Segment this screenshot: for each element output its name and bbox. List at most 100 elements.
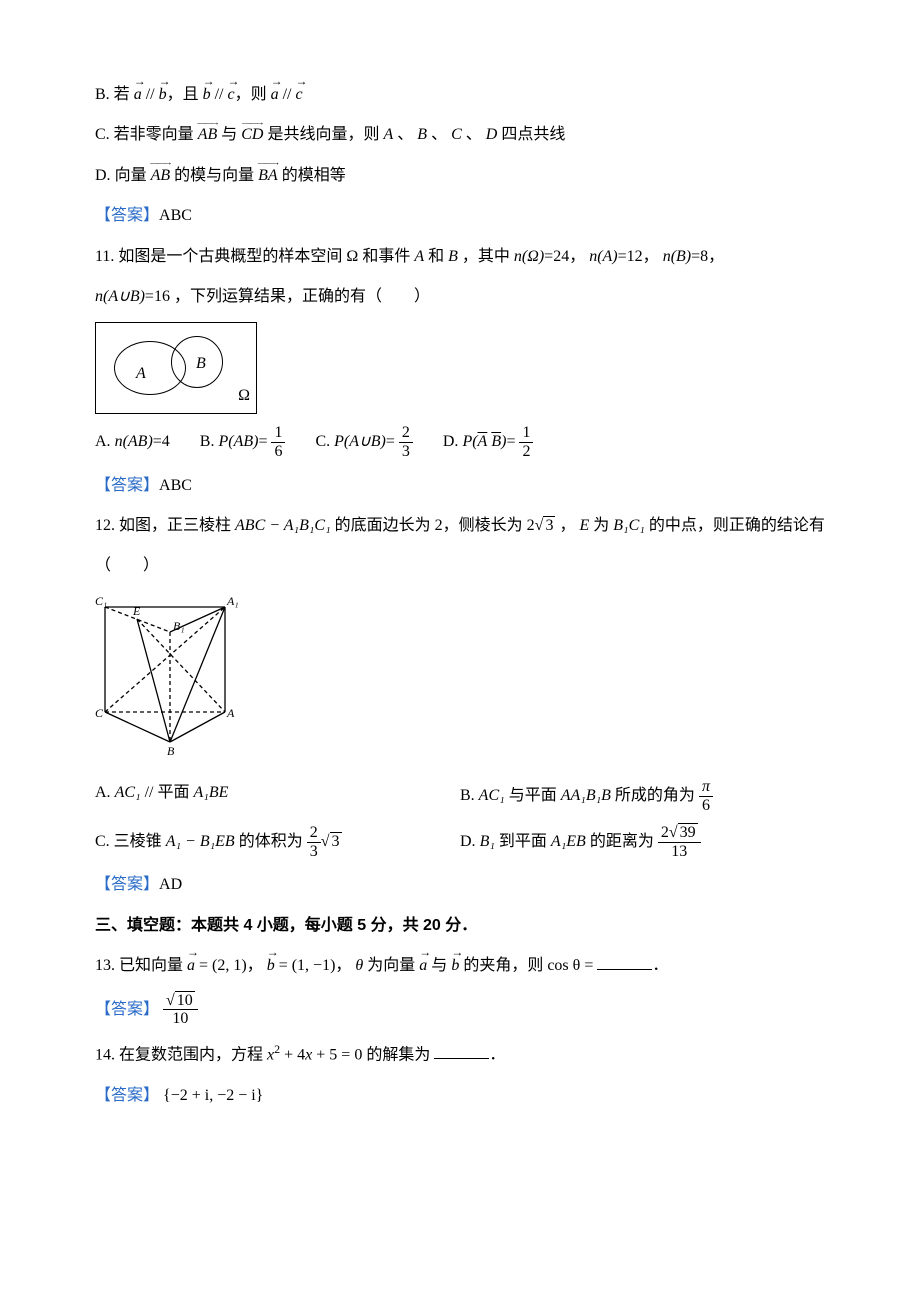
text: 的距离为 <box>590 833 654 850</box>
expr: n(A∪B) <box>95 288 145 305</box>
opt-label: A. <box>95 784 111 801</box>
text: 三棱锥 <box>114 833 162 850</box>
val: 16 <box>154 288 170 305</box>
expr: ABC − A₁B₁C₁ <box>235 517 331 534</box>
answer-value: ABC <box>159 477 192 494</box>
coef: 2 <box>527 517 535 534</box>
answer-label: 【答案】 <box>95 876 159 893</box>
opt-label: D. <box>95 167 111 184</box>
coef: 2 <box>661 824 669 841</box>
q10-option-d: D. 向量 AB 的模与向量 BA 的模相等 <box>95 161 825 191</box>
q11-opt-b: B. P(AB)= 16 <box>200 424 286 460</box>
rad: 3 <box>543 516 555 534</box>
pt: A <box>384 126 394 143</box>
eq: = <box>153 433 162 450</box>
eq: = <box>544 248 553 265</box>
den: 6 <box>699 797 713 815</box>
fill-blank <box>597 955 652 970</box>
num: 1 <box>519 424 533 443</box>
opt-label: B. <box>460 787 475 804</box>
den: 3 <box>399 443 413 461</box>
answer-label: 【答案】 <box>95 1087 159 1104</box>
text: 的体积为 <box>239 833 303 850</box>
opt-label: D. <box>460 833 476 850</box>
q11-opt-c: C. P(A∪B)= 23 <box>315 424 412 460</box>
opt-label: B. <box>200 433 215 450</box>
qnum: 11. <box>95 248 114 265</box>
val: 24 <box>553 248 569 265</box>
text: 四点共线 <box>501 126 565 143</box>
expr: A₁BE <box>193 784 228 801</box>
eq: = <box>258 433 267 450</box>
val: 12 <box>627 248 643 265</box>
rad: 10 <box>175 991 195 1009</box>
expr: AC₁ <box>479 787 505 804</box>
q12-opt-c: C. 三棱锥 A₁ − B₁EB 的体积为 23√3 <box>95 824 460 860</box>
paren-blank: （ ） <box>95 557 159 574</box>
text: 的模相等 <box>282 167 346 184</box>
lbl-c: C <box>95 706 104 720</box>
answer-value: ABC <box>159 207 192 224</box>
eq: = <box>618 248 627 265</box>
q11-stem: 11. 如图是一个古典概型的样本空间 Ω 和事件 A 和 B ，其中 n(Ω)=… <box>95 242 825 272</box>
fill-blank <box>434 1044 489 1059</box>
q11-answer: 【答案】ABC <box>95 471 825 501</box>
text: 为 <box>593 517 609 534</box>
sym: θ <box>355 957 363 974</box>
text: 是共线向量，则 <box>267 126 379 143</box>
answer-value: {−2 + i, −2 − i} <box>163 1087 263 1104</box>
text: 到平面 <box>499 833 547 850</box>
num: 2 <box>307 824 321 843</box>
rad: 39 <box>678 823 698 841</box>
sym: B <box>448 248 458 265</box>
den: 2 <box>519 443 533 461</box>
opt-label: B. <box>95 86 110 103</box>
expr: P(A∪B) <box>334 433 386 450</box>
opt-label: D. <box>443 433 459 450</box>
text: // 平面 <box>145 784 190 801</box>
q11-stem-2: n(A∪B)=16 ，下列运算结果，正确的有（ ） <box>95 282 825 312</box>
text: 的模与向量 <box>174 167 254 184</box>
text: 如图是一个古典概型的样本空间 <box>118 248 342 265</box>
q12-row1: A. AC₁ // 平面 A₁BE B. AC₁ 与平面 AA₁B₁B 所成的角… <box>95 778 825 814</box>
expr: P( <box>462 433 477 450</box>
venn-label-a: A <box>136 359 146 389</box>
text: 若非零向量 <box>114 126 194 143</box>
expr: n(Ω) <box>514 248 544 265</box>
q14-answer: 【答案】 {−2 + i, −2 − i} <box>95 1081 825 1111</box>
text: 为向量 <box>367 957 415 974</box>
expr: n(A) <box>589 248 617 265</box>
expr: n(B) <box>663 248 691 265</box>
lbl-b1: B₁ <box>173 619 185 633</box>
qnum: 13. <box>95 957 115 974</box>
qnum: 14. <box>95 1046 115 1063</box>
venn-label-omega: Ω <box>238 381 250 411</box>
lbl-e: E <box>132 604 141 618</box>
opt-label: C. <box>95 126 110 143</box>
qnum: 12. <box>95 517 115 534</box>
venn-label-b: B <box>196 349 206 379</box>
opt-label: C. <box>95 833 110 850</box>
expr: cos θ = <box>547 957 593 974</box>
q10-answer: 【答案】ABC <box>95 201 825 231</box>
q12-prism-diagram: C₁ A₁ B₁ E C A B <box>95 592 825 768</box>
eq: = <box>506 433 515 450</box>
text: ， <box>559 517 575 534</box>
q12-stem: 12. 如图，正三棱柱 ABC − A₁B₁C₁ 的底面边长为 2，侧棱长为 2… <box>95 511 825 541</box>
text: 与 <box>221 126 237 143</box>
den: 6 <box>271 443 285 461</box>
q11-opt-d: D. P(A B)= 12 <box>443 424 534 460</box>
lbl-c1: C₁ <box>95 594 107 608</box>
q10-option-c: C. 若非零向量 AB 与 CD 是共线向量，则 A 、 B 、 C 、 D 四… <box>95 120 825 150</box>
pt: D <box>486 126 498 143</box>
text: 如图，正三棱柱 <box>119 517 231 534</box>
pt: B <box>417 126 427 143</box>
q12-opt-b: B. AC₁ 与平面 AA₁B₁B 所成的角为 π6 <box>460 778 825 814</box>
opt-label: A. <box>95 433 111 450</box>
text: 的中点，则正确的结论有 <box>649 517 825 534</box>
q12-opt-a: A. AC₁ // 平面 A₁BE <box>95 778 460 814</box>
section-3-heading: 三、填空题：本题共 4 小题，每小题 5 分，共 20 分． <box>95 911 825 941</box>
q12-answer: 【答案】AD <box>95 870 825 900</box>
text: 的解集为 <box>366 1046 430 1063</box>
text: 已知向量 <box>119 957 183 974</box>
